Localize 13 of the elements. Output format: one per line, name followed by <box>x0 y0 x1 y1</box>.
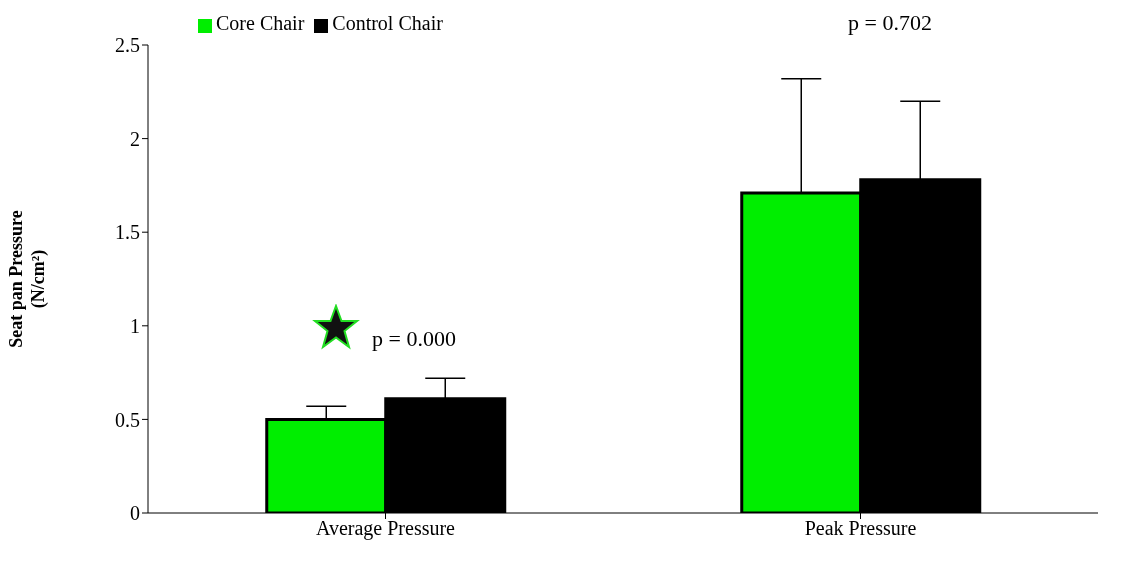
text: p = 0.702 <box>848 10 932 36</box>
y-tick-label: 1 <box>130 314 140 337</box>
y-axis-title: Seat pan Pressure (N/cm²) <box>6 210 49 348</box>
x-tick-label: Peak Pressure <box>804 517 917 540</box>
y-tick-label: 0.5 <box>115 408 140 431</box>
y-tick-label: 2.5 <box>115 34 140 57</box>
y-tick-label: 2 <box>130 127 140 150</box>
x-tick-label: Average Pressure <box>315 517 456 541</box>
annotation: p = 0.000 <box>372 326 456 352</box>
y-tick-label: 1.5 <box>115 221 140 244</box>
legend-label: Core Chair <box>216 12 305 34</box>
legend-label: Control Chair <box>332 12 443 34</box>
y-tick-label: 0 <box>130 502 140 525</box>
